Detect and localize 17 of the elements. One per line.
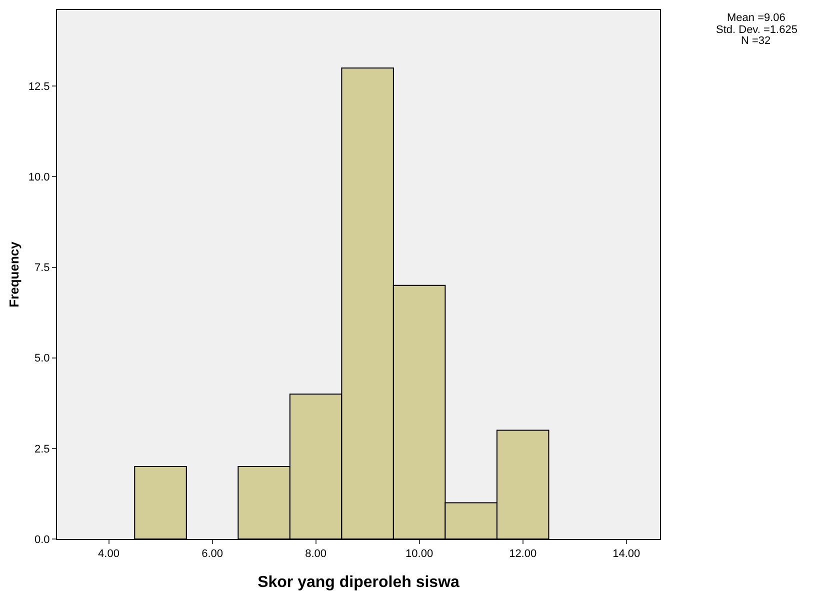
text: Mean =9.06 [727,12,786,24]
y-tick-label: 10.0 [28,172,50,184]
y-tick-label: 0.0 [34,534,50,546]
x-tick-label: 12.00 [509,548,537,560]
text: N =32 [741,35,771,47]
y-axis-title: Frequency [6,240,22,308]
y-tick-label: 5.0 [34,352,50,365]
text: Std. Dev. =1.625 [716,24,798,36]
x-axis-title: Skor yang diperoleh siswa [258,574,460,591]
y-tick-label: 7.5 [34,262,50,274]
x-tick-label: 4.00 [98,548,120,560]
x-tick-label: 8.00 [305,548,327,560]
x-tick-label: 10.00 [406,548,434,560]
y-tick-label: 12.5 [28,80,50,93]
x-tick-label: 14.00 [612,548,640,560]
x-tick-label: 6.00 [202,548,223,560]
y-tick-label: 2.5 [34,443,50,456]
